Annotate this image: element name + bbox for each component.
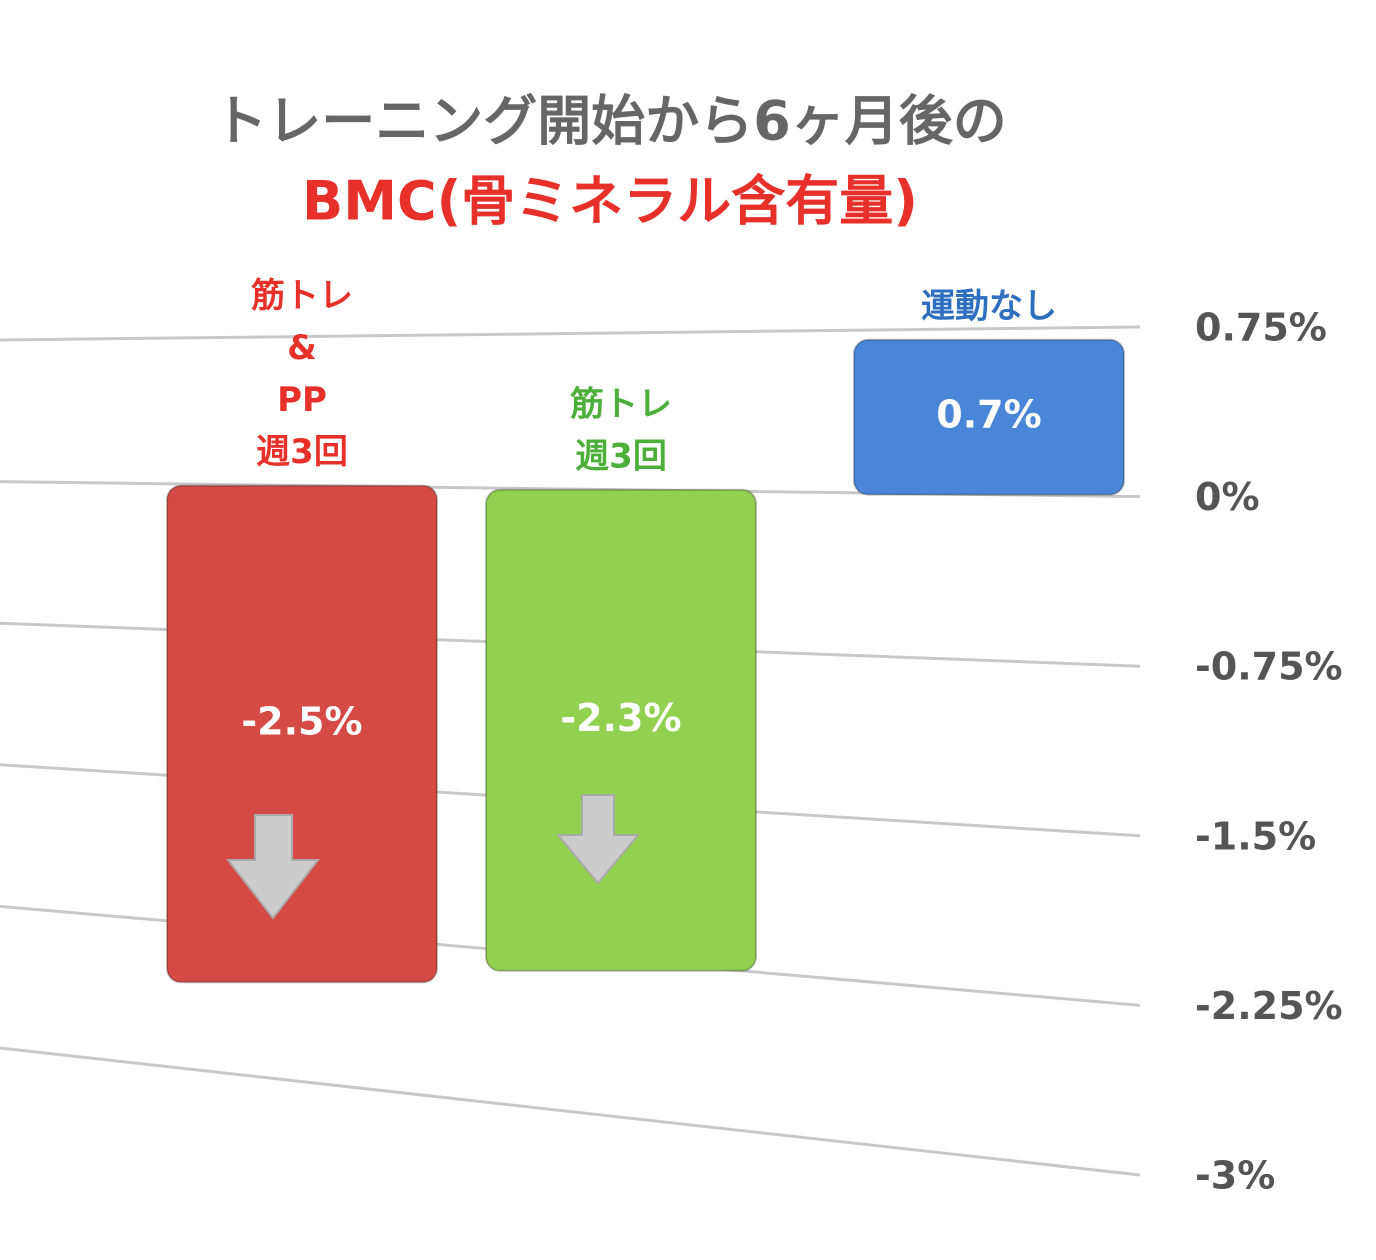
bar: [853, 338, 1125, 496]
category-label: 運動なし: [921, 286, 1057, 326]
bar: [166, 484, 438, 984]
category-label: &: [287, 328, 317, 368]
value-label: -2.5%: [241, 699, 362, 743]
grid-line: [0, 1046, 1141, 1177]
value-label: -2.3%: [560, 696, 681, 740]
y-tick-label: -2.25%: [1195, 984, 1343, 1028]
y-tick-label: 0%: [1195, 475, 1260, 519]
category-label: PP: [277, 380, 327, 420]
y-tick-label: 0.75%: [1195, 306, 1327, 350]
down-arrow: [225, 814, 321, 920]
value-label: 0.7%: [936, 393, 1041, 437]
category-label: 筋トレ: [251, 276, 353, 316]
down-arrow: [555, 794, 641, 885]
y-tick-label: -3%: [1195, 1154, 1275, 1198]
category-label: 週3回: [256, 432, 348, 472]
category-label: 筋トレ: [570, 384, 672, 424]
y-tick-label: -0.75%: [1195, 645, 1343, 689]
arrows: [225, 794, 641, 920]
chart-subtitle: BMC(骨ミネラル含有量): [302, 170, 918, 233]
grid-line: [0, 325, 1141, 342]
category-label: 週3回: [575, 436, 667, 476]
chart-title: トレーニング開始から6ヶ月後の: [213, 90, 1007, 153]
bar: [485, 488, 757, 972]
y-tick-label: -1.5%: [1195, 814, 1316, 858]
